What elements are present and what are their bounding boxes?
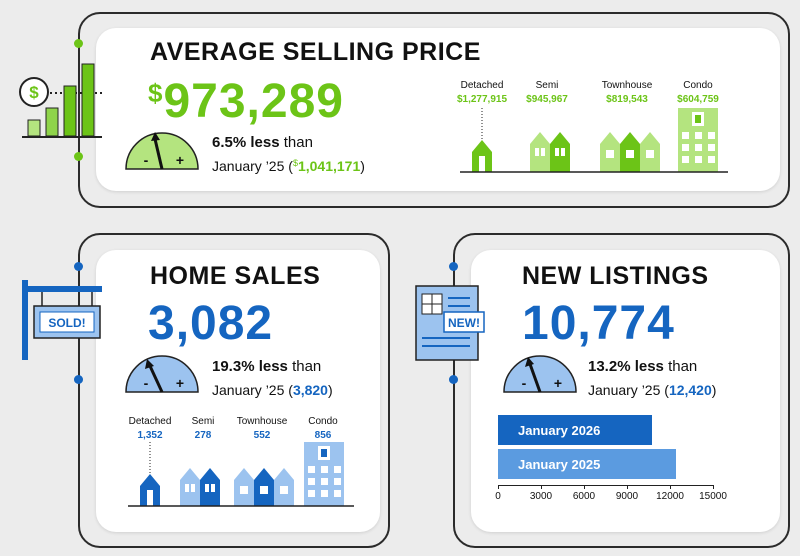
sales-change: 19.3% less than <box>212 358 321 375</box>
listings-frame-dot-bottom <box>449 375 458 384</box>
listings-frame-dot-top <box>449 262 458 271</box>
chart-x-tick-mark <box>498 485 499 489</box>
listings-frame <box>453 233 790 548</box>
sales-semi-house-icon <box>180 468 220 506</box>
sales-value: 3,082 <box>148 297 274 350</box>
new-listing-document-icon: NEW! <box>415 285 485 361</box>
sales-gauge-icon: - + <box>125 355 199 393</box>
asp-type-name: Detached <box>460 80 504 91</box>
asp-change: 6.5% less than <box>212 134 313 151</box>
chart-x-tick-mark <box>670 485 671 489</box>
sales-previous-close: ) <box>327 382 333 398</box>
asp-change-pct: 6.5% less <box>212 134 280 151</box>
sales-frame-dot-bottom <box>74 375 83 384</box>
asp-frame-dot-bottom <box>74 152 83 161</box>
chart-x-tick-label: 0 <box>495 491 501 502</box>
sold-sign-text: SOLD! <box>48 316 85 330</box>
asp-value: $973,289 <box>148 78 344 126</box>
asp-card <box>96 28 780 191</box>
sales-previous-value: 3,820 <box>292 382 328 398</box>
chart-x-axis <box>498 485 713 486</box>
sales-type-value: 278 <box>194 430 212 441</box>
sales-title: HOME SALES <box>150 262 321 290</box>
asp-currency: $ <box>148 78 164 108</box>
chart-x-tick-mark <box>713 485 714 489</box>
chart-bar <box>498 449 677 479</box>
sales-previous-label: January ’25 ( <box>212 382 293 398</box>
sales-type-value: 856 <box>314 430 332 441</box>
asp-gauge-icon: - + <box>125 132 199 170</box>
sales-condo-icon <box>304 442 344 506</box>
sales-gauge-minus: - <box>144 375 149 391</box>
sales-type-name: Condo <box>308 416 338 427</box>
asp-frame <box>78 12 790 208</box>
sales-type-name: Semi <box>191 416 215 427</box>
asp-gauge-minus: - <box>144 152 149 168</box>
asp-frame-dot-top <box>74 39 83 48</box>
chart-x-tick-label: 12000 <box>656 491 684 502</box>
chart-x-tick-label: 15000 <box>699 491 727 502</box>
sales-house-types-icon <box>128 442 354 507</box>
sales-townhouse-icon <box>234 468 294 506</box>
sales-frame <box>78 233 390 548</box>
asp-type-value: $819,543 <box>606 94 648 105</box>
sales-type-name: Detached <box>128 416 172 427</box>
chart-x-tick-mark <box>584 485 585 489</box>
chart-bar <box>498 415 653 445</box>
sales-previous: January ’25 (3,820) <box>212 382 333 398</box>
listings-previous: January ’25 (12,420) <box>588 382 716 398</box>
bar-growth-icon: $ <box>19 63 104 138</box>
chart-x-tick-label: 6000 <box>572 491 596 502</box>
listings-previous-close: ) <box>711 382 717 398</box>
chart-x-tick-label: 3000 <box>529 491 553 502</box>
asp-semi-house-icon <box>530 132 570 172</box>
listings-change: 13.2% less than <box>588 358 697 375</box>
chart-bar-label: January 2025 <box>518 457 601 472</box>
asp-type-name: Townhouse <box>601 80 653 91</box>
sales-frame-dot-top <box>74 262 83 271</box>
asp-previous-value: 1,041,171 <box>297 158 361 174</box>
asp-house-types-icon <box>460 108 728 173</box>
asp-previous-currency: $ <box>292 158 298 168</box>
listings-previous-label: January ’25 ( <box>588 382 669 398</box>
asp-change-suffix: than <box>283 134 313 151</box>
asp-detached-house-icon <box>472 140 492 172</box>
asp-type-value: $604,759 <box>677 94 719 105</box>
asp-previous: January ’25 ($1,041,171) <box>212 158 365 174</box>
sales-type-name: Townhouse <box>236 416 288 427</box>
asp-value-number: 973,289 <box>163 75 344 128</box>
asp-type-value: $1,277,915 <box>456 94 508 105</box>
asp-type-name: Semi <box>535 80 559 91</box>
listings-gauge-icon: - + <box>503 355 577 393</box>
sales-change-pct: 19.3% less <box>212 358 288 375</box>
listings-previous-value: 12,420 <box>668 382 712 398</box>
sales-type-value: 1,352 <box>137 430 163 441</box>
sold-sign-icon: SOLD! <box>22 280 102 360</box>
listings-gauge-plus: + <box>554 375 562 391</box>
listings-gauge-minus: - <box>522 375 527 391</box>
svg-text:$: $ <box>29 83 39 102</box>
listings-change-suffix: than <box>668 358 698 375</box>
sales-change-suffix: than <box>292 358 322 375</box>
asp-townhouse-icon <box>600 132 660 172</box>
chart-x-tick-mark <box>627 485 628 489</box>
asp-type-value: $945,967 <box>526 94 568 105</box>
asp-condo-icon <box>678 108 718 172</box>
listings-value: 10,774 <box>522 297 675 350</box>
asp-gauge-plus: + <box>176 152 184 168</box>
asp-title: AVERAGE SELLING PRICE <box>150 38 481 66</box>
chart-bar-label: January 2026 <box>518 423 601 438</box>
sales-gauge-plus: + <box>176 375 184 391</box>
chart-x-tick-mark <box>541 485 542 489</box>
asp-type-name: Condo <box>683 80 713 91</box>
asp-previous-close: ) <box>360 158 365 174</box>
sales-detached-house-icon <box>140 474 160 506</box>
listings-change-pct: 13.2% less <box>588 358 664 375</box>
listings-title: NEW LISTINGS <box>522 262 709 290</box>
chart-x-tick-label: 9000 <box>615 491 639 502</box>
sales-type-value: 552 <box>253 430 271 441</box>
new-badge-text: NEW! <box>448 316 480 330</box>
asp-previous-label: January ’25 ( <box>212 158 293 174</box>
